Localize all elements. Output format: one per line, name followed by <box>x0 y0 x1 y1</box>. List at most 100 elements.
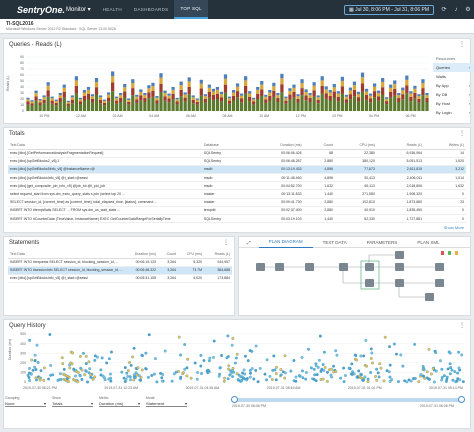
bar-segment[interactable] <box>135 99 139 103</box>
bar-segment[interactable] <box>123 97 127 112</box>
bar-segment[interactable] <box>78 104 83 111</box>
history-point[interactable] <box>99 368 103 372</box>
slider-handle-left[interactable] <box>231 396 238 403</box>
history-point[interactable] <box>68 366 72 370</box>
bar-segment[interactable] <box>256 99 260 111</box>
bar-segment[interactable] <box>151 90 155 97</box>
bar-segment[interactable] <box>332 91 336 98</box>
bar-segment[interactable] <box>393 88 397 96</box>
bar-segment[interactable] <box>264 99 268 103</box>
bar-segment[interactable] <box>151 82 155 87</box>
history-point[interactable] <box>179 353 183 357</box>
plan-node-icon[interactable] <box>435 279 444 287</box>
bar-segment[interactable] <box>159 92 163 111</box>
bar-segment[interactable] <box>352 85 357 90</box>
bar-segment[interactable] <box>187 86 191 95</box>
bar-segment[interactable] <box>54 99 58 101</box>
history-point[interactable] <box>91 377 95 381</box>
bar-segment[interactable] <box>102 99 107 101</box>
bar-segment[interactable] <box>284 100 288 104</box>
history-point[interactable] <box>84 369 88 373</box>
more-options-icon[interactable]: ⋮ <box>223 240 229 246</box>
history-point[interactable] <box>378 362 382 366</box>
history-point[interactable] <box>440 367 444 371</box>
time-range-slider[interactable] <box>231 396 465 403</box>
bar-segment[interactable] <box>82 95 87 101</box>
col-text-data[interactable]: Text Data <box>8 142 202 150</box>
bar-segment[interactable] <box>159 77 163 84</box>
plan-node-icon[interactable] <box>339 263 348 271</box>
bar-segment[interactable] <box>30 100 34 102</box>
history-point[interactable] <box>235 352 239 356</box>
bar-segment[interactable] <box>90 96 95 99</box>
bar-segment[interactable] <box>139 91 143 96</box>
bar-segment[interactable] <box>207 97 211 111</box>
bar-segment[interactable] <box>239 102 244 111</box>
history-point[interactable] <box>129 378 132 382</box>
bar-segment[interactable] <box>34 90 38 94</box>
slider-handle-right[interactable] <box>458 396 465 403</box>
col-database[interactable]: Database <box>201 142 260 150</box>
bar-segment[interactable] <box>348 90 353 95</box>
history-point[interactable] <box>313 373 317 377</box>
bar-segment[interactable] <box>284 103 288 111</box>
bar-segment[interactable] <box>292 97 296 111</box>
bar-segment[interactable] <box>123 91 127 98</box>
bar-segment[interactable] <box>368 102 373 111</box>
bar-segment[interactable] <box>187 81 191 87</box>
bar-segment[interactable] <box>389 97 393 111</box>
history-point[interactable] <box>399 353 403 357</box>
bar-segment[interactable] <box>66 102 70 104</box>
side-item-by-host[interactable]: By Host › <box>433 99 473 108</box>
bar-segment[interactable] <box>175 101 179 105</box>
bar-segment[interactable] <box>260 96 264 111</box>
bar-segment[interactable] <box>348 87 353 91</box>
bar-segment[interactable] <box>421 95 425 111</box>
bar-segment[interactable] <box>62 91 66 98</box>
table-row[interactable]: exec [dbo].[get_composite_job_info_v5] @… <box>8 181 466 191</box>
bar-segment[interactable] <box>352 96 357 111</box>
history-point[interactable] <box>354 354 358 357</box>
history-point[interactable] <box>274 378 278 382</box>
bar-segment[interactable] <box>393 95 397 111</box>
bar-segment[interactable] <box>58 98 62 102</box>
history-point[interactable] <box>96 355 99 359</box>
history-point[interactable] <box>321 377 325 381</box>
settings-icon[interactable]: ⚙ <box>465 7 471 13</box>
history-point[interactable] <box>355 358 359 362</box>
history-point[interactable] <box>323 365 327 369</box>
bar-segment[interactable] <box>34 100 38 111</box>
table-row[interactable]: INSERT INTO #requests SELECT session_id,… <box>8 258 232 267</box>
bar-segment[interactable] <box>139 89 143 92</box>
history-point[interactable] <box>84 354 88 358</box>
bar-segment[interactable] <box>131 88 135 96</box>
bar-segment[interactable] <box>409 101 413 111</box>
col-writes[interactable]: Writes (L) <box>424 142 466 150</box>
bar-segment[interactable] <box>127 104 131 111</box>
bar-segment[interactable] <box>401 94 405 100</box>
history-point[interactable] <box>109 379 113 383</box>
history-point[interactable] <box>370 351 374 355</box>
table-row[interactable]: SELECT session_id, [current_time] as [cu… <box>8 198 466 207</box>
history-point[interactable] <box>33 353 37 357</box>
bar-segment[interactable] <box>272 90 276 97</box>
history-point[interactable] <box>343 374 347 377</box>
bar-segment[interactable] <box>332 84 336 88</box>
bar-segment[interactable] <box>328 100 332 112</box>
bar-segment[interactable] <box>284 96 288 99</box>
bar-segment[interactable] <box>211 99 216 111</box>
tab-top-sql[interactable]: TOP SQL <box>174 0 208 19</box>
history-point[interactable] <box>364 338 368 342</box>
history-point[interactable] <box>445 378 449 381</box>
bar-segment[interactable] <box>66 100 70 103</box>
history-point[interactable] <box>457 350 461 354</box>
bar-segment[interactable] <box>340 86 344 94</box>
bar-segment[interactable] <box>239 93 244 96</box>
history-point[interactable] <box>144 351 148 355</box>
bar-segment[interactable] <box>127 99 131 102</box>
history-point[interactable] <box>132 346 136 350</box>
history-point[interactable] <box>218 366 222 370</box>
date-range-picker[interactable]: ▦ Jul 30, 8:06 PM - Jul 31, 8:06 PM <box>343 4 434 15</box>
bar-segment[interactable] <box>356 97 361 102</box>
bar-segment[interactable] <box>82 100 87 112</box>
